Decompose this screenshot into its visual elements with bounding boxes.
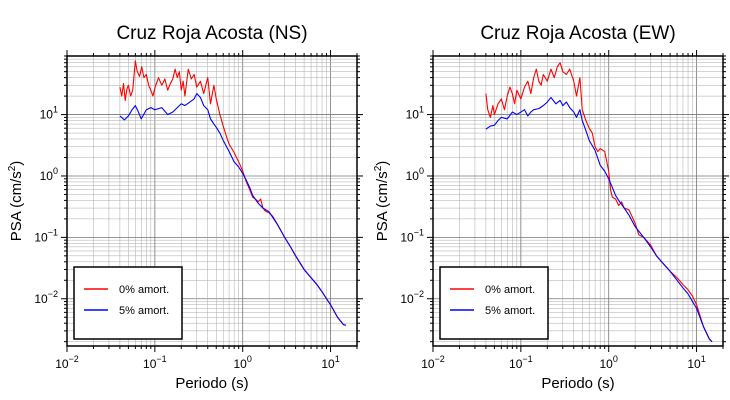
x-tick-label: 101	[321, 354, 339, 371]
legend: 0% amort. 5% amort.	[439, 266, 549, 340]
y-axis-label: PSA (cm/s2)	[373, 161, 391, 242]
y-tick-label: 101	[40, 105, 58, 122]
legend-label: 0% amort.	[485, 284, 535, 296]
series-line-1	[485, 96, 713, 343]
y-tick-label: 10−2	[34, 289, 58, 306]
x-tick-label: 101	[687, 354, 705, 371]
plot-frame	[66, 55, 358, 347]
tick-marks	[427, 50, 729, 352]
y-tick-label: 10−2	[400, 289, 424, 306]
x-axis-label: Periodo (s)	[541, 375, 614, 392]
legend: 0% amort. 5% amort.	[73, 266, 183, 340]
y-axis-label: PSA (cm/s2)	[7, 161, 25, 242]
y-tick-label: 100	[40, 166, 58, 183]
x-tick-label: 10−1	[143, 354, 167, 371]
chart-panel-0: 10−2 10−1 100 101 10−2 10−1 100 101 Cruz Roja Ac…	[7, 23, 363, 392]
x-tick-label: 100	[600, 354, 618, 371]
chart-title: Cruz Roja Acosta (EW)	[480, 23, 675, 44]
y-tick-label: 101	[406, 105, 424, 122]
x-tick-label: 100	[234, 354, 252, 371]
x-axis-label: Periodo (s)	[175, 375, 248, 392]
y-tick-label: 100	[406, 166, 424, 183]
plot-frame	[432, 55, 724, 347]
legend-label: 0% amort.	[119, 284, 169, 296]
series-line-1	[119, 93, 347, 326]
x-tick-label: 10−1	[509, 354, 533, 371]
chart-title: Cruz Roja Acosta (NS)	[116, 23, 307, 44]
tick-marks	[61, 50, 363, 352]
x-tick-label: 10−2	[55, 354, 79, 371]
legend-label: 5% amort.	[119, 305, 169, 317]
chart-panel-1: 10−2 10−1 100 101 10−2 10−1 100 101 Cruz Roja Ac…	[373, 23, 729, 392]
y-tick-label: 10−1	[400, 227, 424, 244]
legend-box	[439, 266, 549, 340]
legend-label: 5% amort.	[485, 305, 535, 317]
legend-box	[73, 266, 183, 340]
y-tick-label: 10−1	[34, 227, 58, 244]
x-tick-label: 10−2	[421, 354, 445, 371]
